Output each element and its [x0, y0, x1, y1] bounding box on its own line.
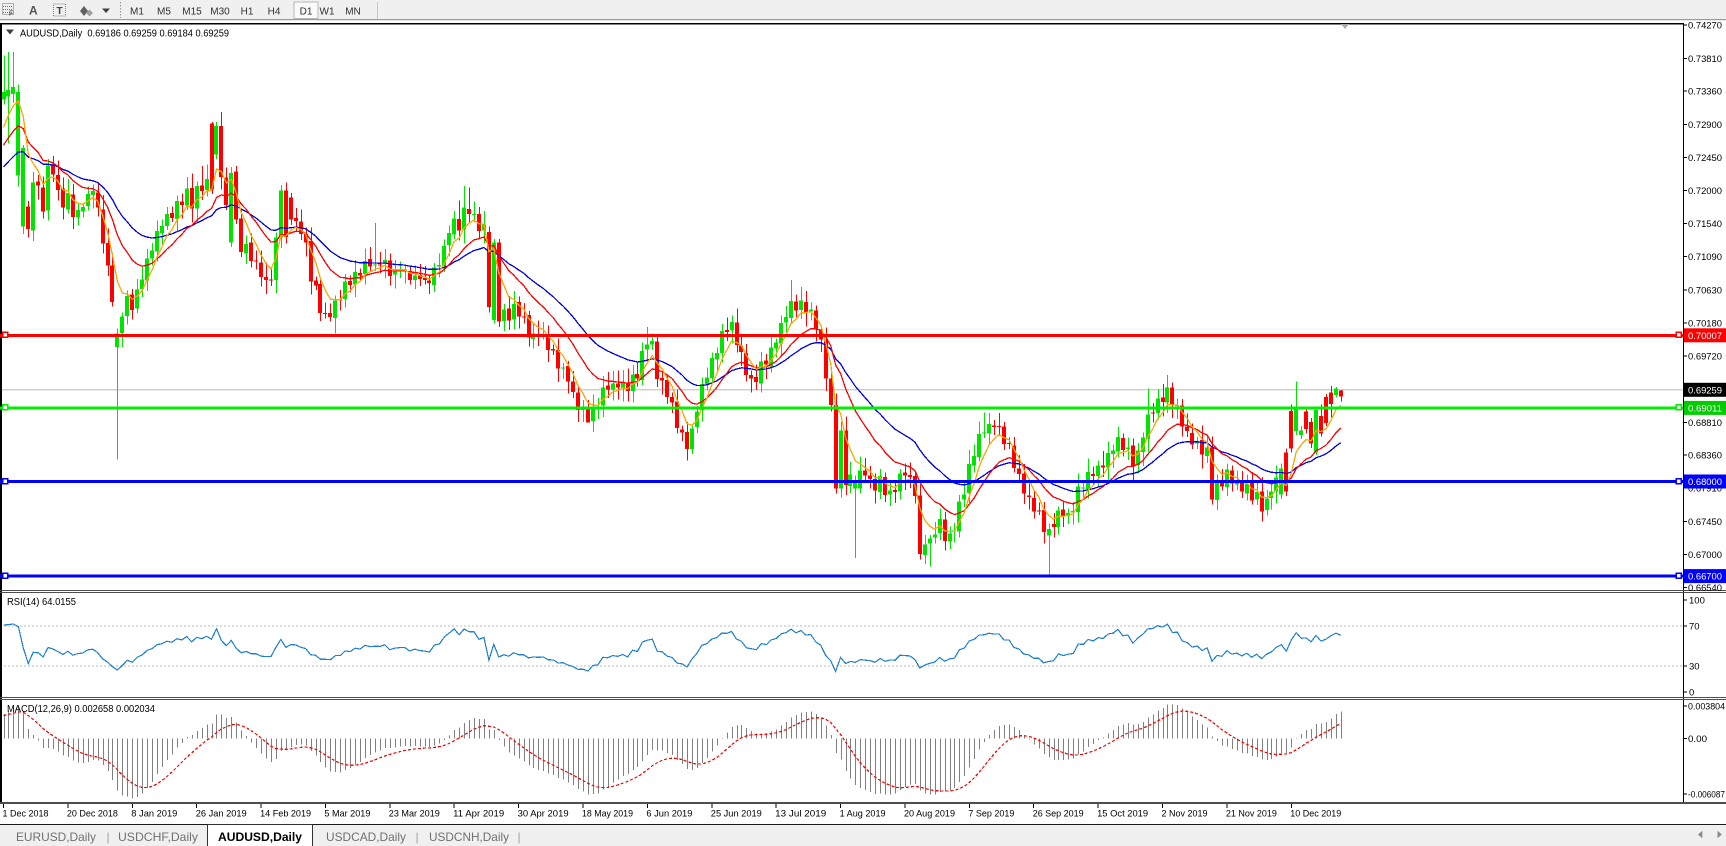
svg-text:M5: M5 [157, 7, 171, 18]
svg-text:23 Mar 2019: 23 Mar 2019 [389, 809, 440, 820]
svg-text:USDCNH,Daily: USDCNH,Daily [429, 830, 509, 844]
svg-text:0.68000: 0.68000 [1688, 477, 1722, 488]
svg-text:USDCAD,Daily: USDCAD,Daily [326, 830, 406, 844]
svg-text:M1: M1 [130, 7, 144, 18]
svg-text:26 Jan 2019: 26 Jan 2019 [196, 809, 247, 820]
svg-text:20 Dec 2018: 20 Dec 2018 [67, 809, 118, 820]
svg-text:13 Jul 2019: 13 Jul 2019 [775, 809, 826, 820]
svg-text:26 Sep 2019: 26 Sep 2019 [1033, 809, 1084, 820]
svg-text:0.67000: 0.67000 [1688, 550, 1722, 561]
svg-text:T: T [57, 6, 63, 17]
svg-text:MN: MN [345, 7, 361, 18]
svg-text:0.71540: 0.71540 [1688, 219, 1722, 230]
svg-text:30 Apr 2019: 30 Apr 2019 [518, 809, 569, 820]
svg-text:0.72000: 0.72000 [1688, 186, 1722, 197]
svg-text:W1: W1 [320, 7, 335, 18]
svg-text:15 Oct 2019: 15 Oct 2019 [1097, 809, 1148, 820]
svg-text:0.69259: 0.69259 [1688, 385, 1722, 396]
svg-text:25 Jun 2019: 25 Jun 2019 [711, 809, 762, 820]
svg-text:A: A [29, 4, 38, 18]
svg-text:1 Aug 2019: 1 Aug 2019 [840, 809, 886, 820]
svg-text:30: 30 [1689, 662, 1700, 673]
svg-text:0.71090: 0.71090 [1688, 252, 1722, 263]
svg-text:0: 0 [1689, 688, 1694, 699]
svg-text:|: | [415, 830, 418, 844]
svg-text:AUDUSD,Daily: AUDUSD,Daily [218, 830, 302, 844]
svg-text:0.68810: 0.68810 [1688, 418, 1722, 429]
svg-text:H1: H1 [241, 7, 254, 18]
svg-text:20 Aug 2019: 20 Aug 2019 [904, 809, 955, 820]
svg-text:0.00: 0.00 [1688, 734, 1707, 745]
svg-text:11 Apr 2019: 11 Apr 2019 [453, 809, 504, 820]
svg-text:2 Nov 2019: 2 Nov 2019 [1162, 809, 1208, 820]
svg-text:14 Feb 2019: 14 Feb 2019 [260, 809, 311, 820]
svg-text:M30: M30 [210, 7, 230, 18]
svg-text:0.73360: 0.73360 [1688, 87, 1722, 98]
svg-text:RSI(14) 64.0155: RSI(14) 64.0155 [7, 597, 76, 608]
svg-text:10 Dec 2019: 10 Dec 2019 [1290, 809, 1341, 820]
svg-text:0.72900: 0.72900 [1688, 120, 1722, 131]
svg-text:70: 70 [1689, 622, 1700, 633]
svg-text:M15: M15 [182, 7, 202, 18]
svg-text:100: 100 [1689, 596, 1705, 607]
svg-text:0.67910: 0.67910 [1688, 484, 1722, 495]
svg-text:0.69011: 0.69011 [1688, 403, 1722, 414]
svg-text:1 Dec 2018: 1 Dec 2018 [3, 809, 49, 820]
svg-text:6 Jun 2019: 6 Jun 2019 [646, 809, 692, 820]
svg-text:0.003804: 0.003804 [1688, 702, 1725, 713]
svg-text:0.70180: 0.70180 [1688, 318, 1722, 329]
svg-text:18 May 2019: 18 May 2019 [582, 809, 633, 820]
svg-text:0.70630: 0.70630 [1688, 286, 1722, 297]
svg-text:|: | [106, 830, 109, 844]
svg-text:|: | [517, 830, 520, 844]
svg-text:USDCHF,Daily: USDCHF,Daily [118, 830, 198, 844]
svg-text:F: F [9, 11, 13, 18]
svg-text:7 Sep 2019: 7 Sep 2019 [968, 809, 1014, 820]
svg-text:8 Jan 2019: 8 Jan 2019 [131, 809, 177, 820]
svg-text:0.70007: 0.70007 [1688, 331, 1722, 342]
svg-text:21 Nov 2019: 21 Nov 2019 [1226, 809, 1277, 820]
svg-text:0.74270: 0.74270 [1688, 21, 1722, 32]
svg-text:D1: D1 [300, 7, 313, 18]
svg-text:EURUSD,Daily: EURUSD,Daily [16, 830, 96, 844]
svg-text:AUDUSD,Daily 0.69186 0.69259: AUDUSD,Daily 0.69186 0.69259 0.69184 0.6… [20, 29, 229, 40]
svg-text:0.67450: 0.67450 [1688, 517, 1722, 528]
svg-text:MACD(12,26,9) 0.002658 0.00203: MACD(12,26,9) 0.002658 0.002034 [7, 704, 155, 715]
svg-text:0.66700: 0.66700 [1688, 572, 1722, 583]
svg-text:5 Mar 2019: 5 Mar 2019 [324, 809, 370, 820]
svg-text:0.68360: 0.68360 [1688, 451, 1722, 462]
svg-text:-0.006087: -0.006087 [1688, 790, 1725, 801]
svg-text:0.69720: 0.69720 [1688, 352, 1722, 363]
svg-text:0.66540: 0.66540 [1688, 583, 1722, 594]
svg-text:0.73810: 0.73810 [1688, 54, 1722, 65]
svg-text:0.72450: 0.72450 [1688, 153, 1722, 164]
svg-text:H4: H4 [268, 7, 281, 18]
